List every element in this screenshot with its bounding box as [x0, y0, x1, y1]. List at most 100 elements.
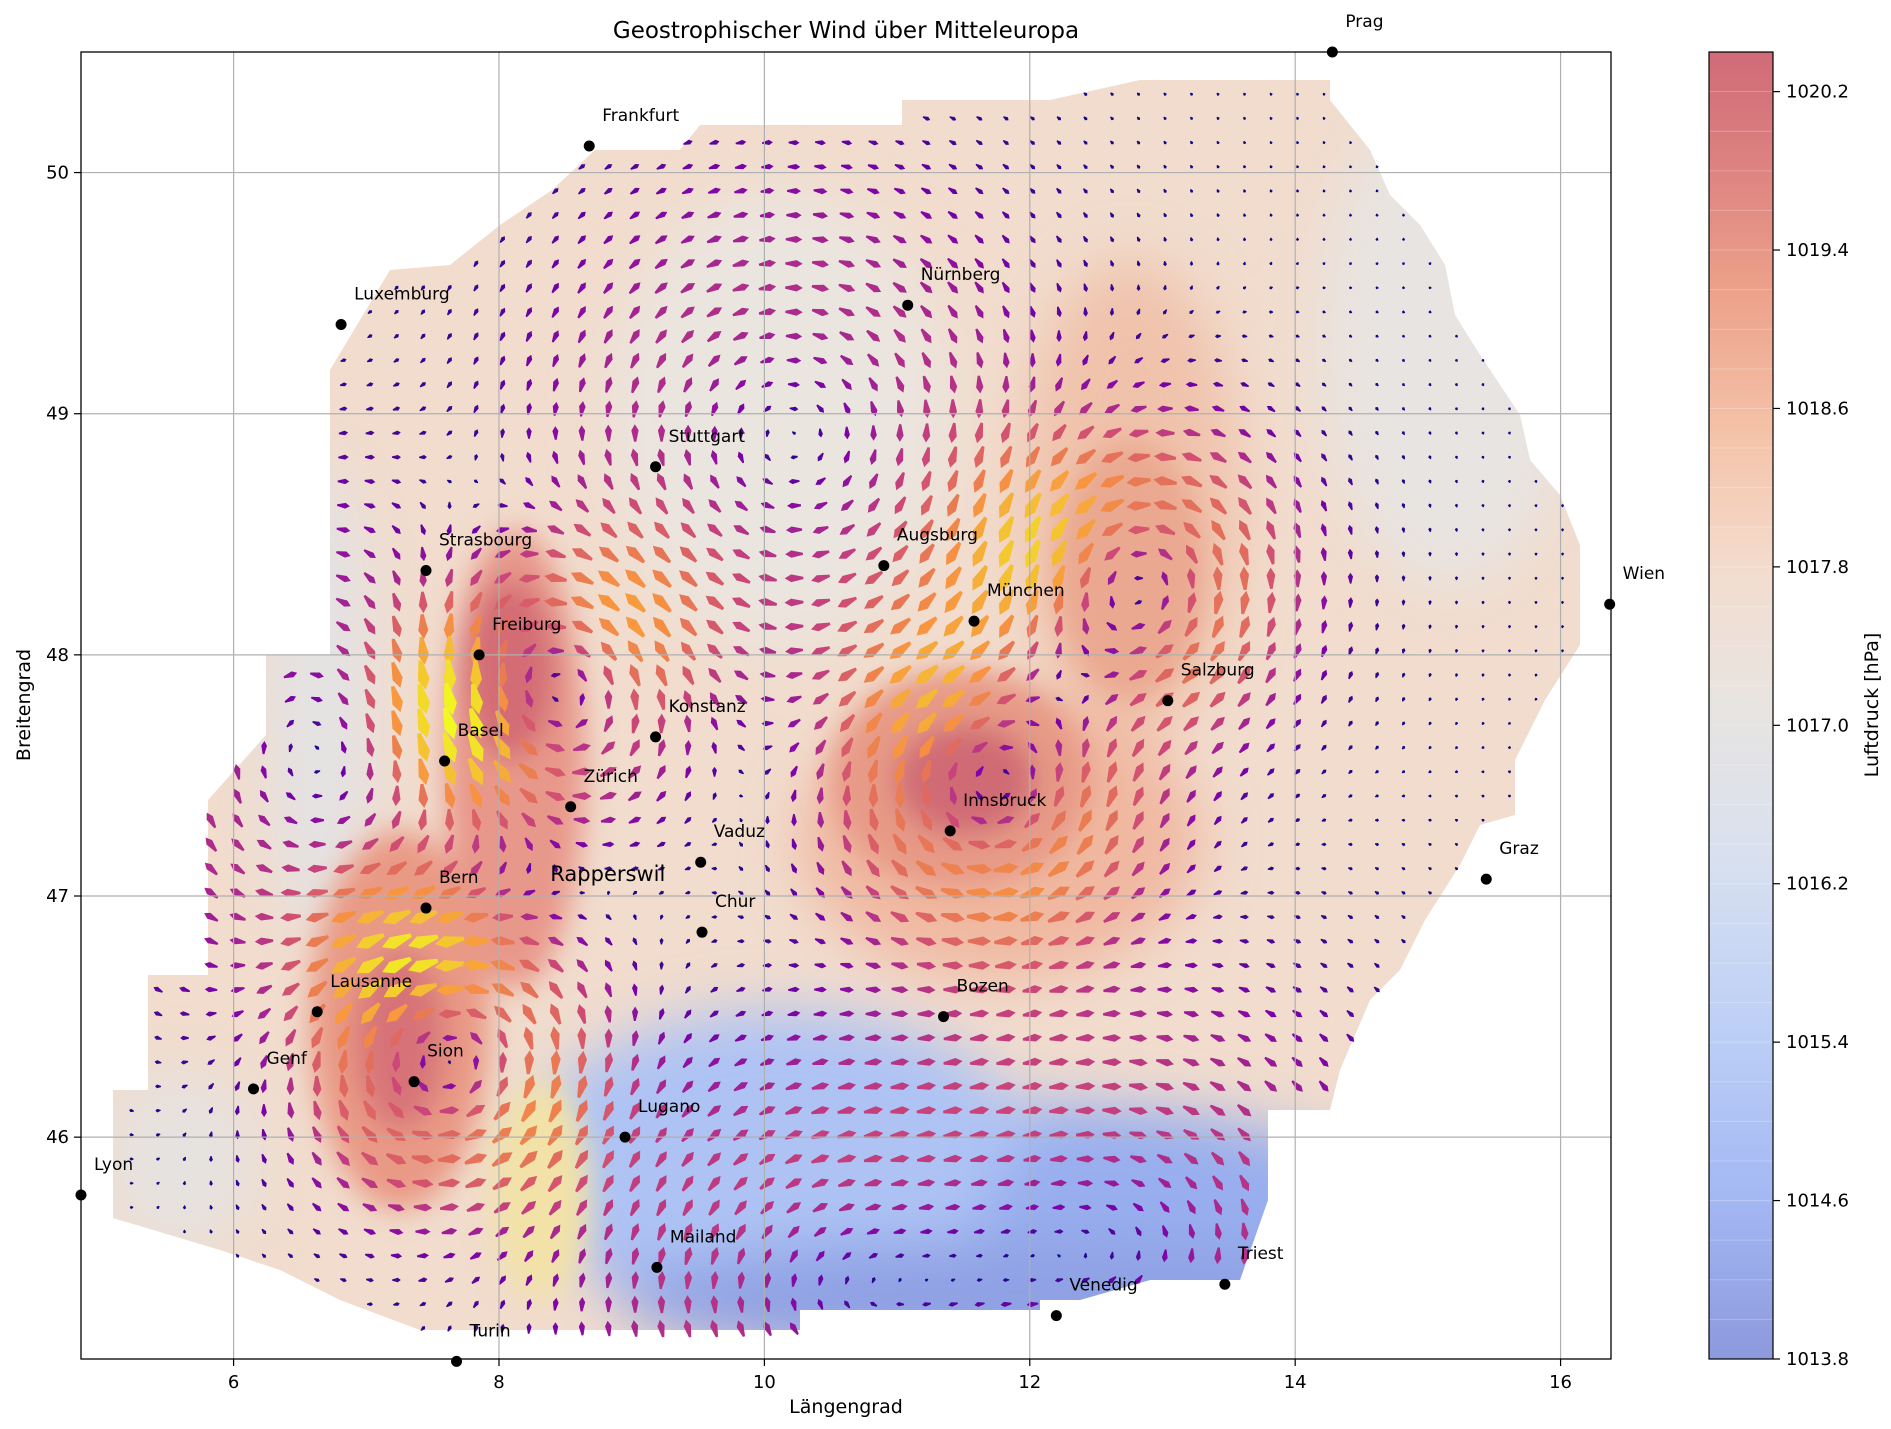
wind-arrow [1534, 504, 1538, 508]
wind-arrow [815, 739, 827, 756]
wind-arrow [1106, 785, 1118, 808]
wind-arrow [1079, 567, 1092, 589]
wind-arrow [1057, 1254, 1061, 1258]
wind-arrow [1136, 188, 1141, 194]
wind-arrow [841, 737, 854, 758]
wind-arrow [1268, 334, 1274, 338]
wind-arrow [1454, 455, 1458, 459]
wind-arrow [1131, 1179, 1146, 1188]
wind-arrow [232, 813, 244, 828]
wind-arrow [1000, 422, 1011, 444]
wind-arrow [997, 720, 1016, 728]
wind-arrow [707, 1175, 721, 1192]
city-label: Lugano [638, 1097, 700, 1117]
wind-arrow [684, 714, 692, 733]
wind-arrow [1294, 866, 1301, 871]
wind-arrow [392, 1052, 401, 1073]
wind-arrow [891, 569, 910, 587]
wind-arrow [817, 452, 824, 462]
wind-arrow [1001, 211, 1010, 219]
wind-arrow [684, 400, 692, 417]
wind-arrow [682, 665, 695, 686]
wind-arrow [947, 281, 959, 294]
wind-arrow [1078, 809, 1092, 832]
wind-arrow [209, 1205, 213, 1210]
wind-arrow [544, 767, 566, 777]
wind-arrow [1075, 1082, 1096, 1091]
wind-arrow [683, 690, 693, 709]
wind-arrow [842, 785, 851, 807]
wind-arrow [471, 1276, 481, 1284]
wind-arrow [1075, 448, 1097, 465]
wind-arrow [578, 449, 586, 466]
wind-arrow [1213, 840, 1222, 849]
wind-arrow [1020, 911, 1045, 922]
wind-arrow [1188, 1224, 1196, 1239]
wind-arrow [968, 840, 991, 850]
wind-arrow [1102, 427, 1122, 439]
wind-arrow [890, 911, 910, 923]
wind-arrow [922, 423, 931, 443]
wind-arrow [1216, 140, 1220, 144]
wind-arrow [1267, 382, 1275, 388]
wind-arrow [1267, 591, 1276, 614]
y-tick-label: 49 [46, 404, 69, 425]
wind-arrow [787, 718, 801, 728]
wind-arrow [943, 1106, 963, 1115]
wind-arrow [544, 622, 567, 631]
wind-arrow [550, 1074, 562, 1099]
wind-arrow [1534, 600, 1538, 604]
wind-arrow [1401, 891, 1406, 895]
wind-arrow [789, 913, 799, 920]
wind-arrow [785, 236, 803, 243]
wind-arrow [1455, 722, 1459, 726]
wind-arrow [416, 1080, 429, 1092]
wind-arrow [1048, 935, 1070, 946]
wind-arrow [865, 235, 881, 244]
wind-arrow [235, 1179, 240, 1187]
wind-arrow [1110, 236, 1115, 243]
wind-arrow [418, 809, 427, 831]
wind-arrow [1182, 642, 1200, 661]
wind-arrow [921, 163, 932, 170]
wind-arrow [519, 1175, 538, 1192]
wind-arrow [311, 793, 323, 799]
wind-arrow [393, 358, 400, 363]
wind-arrow [442, 707, 458, 740]
wind-arrow [1184, 405, 1199, 412]
wind-arrow [710, 1247, 719, 1265]
wind-arrow [419, 406, 427, 412]
wind-arrow [706, 259, 723, 268]
wind-arrow [917, 1010, 936, 1018]
wind-arrow [1402, 262, 1405, 266]
wind-arrow [1375, 721, 1379, 726]
wind-arrow [330, 933, 357, 948]
wind-arrow [1105, 1204, 1118, 1211]
wind-arrow [1002, 140, 1009, 145]
wind-arrow [498, 1275, 506, 1285]
wind-arrow [1136, 140, 1141, 145]
wind-arrow [1104, 835, 1119, 855]
wind-arrow [940, 913, 965, 923]
wind-arrow [1129, 646, 1148, 656]
wind-arrow [734, 1200, 747, 1216]
wind-arrow [1075, 960, 1095, 970]
wind-arrow [1265, 986, 1277, 993]
wind-arrow [863, 665, 885, 683]
wind-arrow [966, 864, 992, 875]
wind-arrow [1264, 1033, 1277, 1042]
wind-arrow [552, 377, 559, 392]
wind-arrow [892, 305, 907, 318]
wind-arrow [1296, 189, 1300, 193]
wind-arrow [1159, 1201, 1170, 1213]
wind-arrow [654, 305, 668, 319]
wind-arrow [1401, 237, 1406, 241]
city-marker [968, 615, 980, 627]
wind-arrow [498, 686, 509, 712]
wind-arrow [526, 862, 532, 875]
wind-arrow [1243, 165, 1247, 169]
wind-arrow [996, 693, 1017, 705]
wind-arrow [519, 1150, 538, 1169]
wind-arrow [499, 478, 506, 485]
